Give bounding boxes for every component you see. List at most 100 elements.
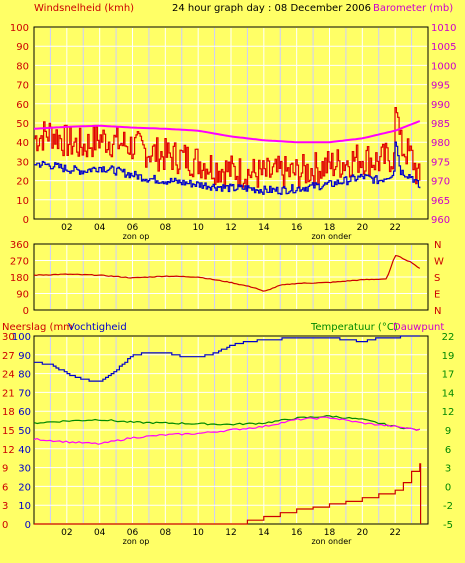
barometer-y-tick-label: 970	[431, 177, 450, 188]
x-tick-label: 16	[291, 223, 303, 233]
x-tick-label: 22	[389, 528, 400, 538]
chart-title: 24 hour graph day : 08 December 2006	[172, 3, 371, 14]
barometer-y-tick-label: 1000	[431, 61, 456, 72]
sunrise-label: zon op	[123, 232, 150, 241]
wind-axis-title: Windsnelheid (kmh)	[34, 3, 134, 14]
barometer-line	[33, 120, 421, 144]
humidity-y-tick-label: 70	[18, 388, 31, 399]
wind-y-tick-label: 10	[16, 196, 29, 207]
humidity-y-tick-label: 0	[25, 520, 31, 531]
rain-line	[34, 463, 422, 525]
x-tick-label: 06	[127, 528, 139, 538]
rain-y-tick-label: 15	[2, 426, 15, 437]
barometer-y-tick-label: 965	[431, 196, 450, 207]
barometer-y-tick-label: 980	[431, 138, 450, 149]
wind-y-tick-label: 70	[16, 81, 29, 92]
humidity-y-tick-label: 60	[18, 407, 31, 418]
x-tick-label: 14	[258, 223, 270, 233]
humidity-y-tick-label: 30	[18, 464, 31, 475]
rain-y-tick-label: 12	[2, 445, 15, 456]
direction-y-tick-label: 360	[10, 240, 29, 251]
x-tick-label: 08	[160, 223, 172, 233]
grid-layer	[35, 28, 427, 523]
wind-y-tick-label: 30	[16, 157, 29, 168]
wind-y-tick-label: 80	[16, 61, 29, 72]
temperature-y-tick-label: 9	[445, 426, 451, 437]
wind-y-tick-label: 20	[16, 177, 29, 188]
x-tick-label: 16	[291, 528, 303, 538]
humidity-y-tick-label: 90	[18, 351, 31, 362]
wind-y-tick-label: 60	[16, 100, 29, 111]
temperature-line	[33, 414, 420, 431]
temperature-y-tick-label: 19	[442, 351, 455, 362]
dewpoint-axis-title: Dauwpunt	[393, 322, 444, 333]
x-tick-label: 04	[94, 223, 106, 233]
wind-y-tick-label: 40	[16, 138, 29, 149]
x-tick-label: 10	[192, 223, 204, 233]
direction-y-tick-label: 0	[23, 306, 29, 317]
temperature-y-tick-label: 0	[445, 482, 451, 493]
temperature-y-tick-label: 3	[445, 464, 451, 475]
rain-y-tick-label: 21	[2, 388, 15, 399]
barometer-axis-title: Barometer (mb)	[373, 3, 453, 14]
compass-tick-label: N	[434, 240, 441, 251]
sunrise-label: zon op	[123, 537, 150, 546]
rain-y-tick-label: 18	[2, 407, 15, 418]
dewpoint-line	[33, 416, 420, 445]
sunset-label: zon onder	[311, 232, 352, 241]
wind-y-tick-label: 0	[23, 215, 29, 226]
x-tick-label: 20	[357, 528, 369, 538]
barometer-y-tick-label: 960	[431, 215, 450, 226]
x-tick-label: 10	[192, 528, 204, 538]
temperature-y-tick-label: 6	[445, 445, 451, 456]
x-tick-label: 18	[324, 528, 336, 538]
rain-y-tick-label: 6	[2, 482, 8, 493]
compass-tick-label: N	[434, 306, 441, 317]
wind-y-tick-label: 50	[16, 119, 29, 130]
humidity-axis-title: Vochtigheid	[68, 322, 127, 333]
x-tick-label: 12	[225, 223, 236, 233]
x-tick-label: 20	[357, 223, 369, 233]
rain-y-tick-label: 24	[2, 370, 15, 381]
humidity-y-tick-label: 100	[12, 332, 31, 343]
wind-direction-line	[33, 254, 421, 292]
temperature-y-tick-label: -2	[443, 501, 453, 512]
rain-y-tick-label: 27	[2, 351, 15, 362]
rain-y-tick-label: 30	[2, 332, 15, 343]
temperature-y-tick-label: 17	[442, 370, 455, 381]
temperature-axis-title: Temperatuur (°C)	[310, 322, 398, 333]
x-tick-label: 02	[61, 528, 72, 538]
humidity-y-tick-label: 50	[18, 426, 31, 437]
barometer-y-tick-label: 985	[431, 119, 450, 130]
barometer-y-tick-label: 990	[431, 100, 450, 111]
x-tick-label: 04	[94, 528, 106, 538]
wind-y-tick-label: 90	[16, 42, 29, 53]
barometer-y-tick-label: 975	[431, 157, 450, 168]
humidity-y-tick-label: 20	[18, 482, 31, 493]
x-tick-label: 18	[324, 223, 336, 233]
sunset-label: zon onder	[311, 537, 352, 546]
x-tick-label: 12	[225, 528, 236, 538]
wind-gust-line	[34, 107, 421, 190]
x-tick-label: 14	[258, 528, 270, 538]
rain-axis-title: Neerslag (mm	[2, 322, 73, 333]
humidity-line	[34, 335, 420, 382]
compass-tick-label: E	[434, 290, 440, 301]
temperature-y-tick-label: 22	[442, 332, 455, 343]
series-layer	[33, 107, 422, 525]
x-tick-label: 06	[127, 223, 139, 233]
direction-y-tick-label: 180	[10, 273, 29, 284]
barometer-y-tick-label: 1010	[431, 23, 456, 34]
rain-y-tick-label: 0	[2, 520, 8, 531]
rain-y-tick-label: 9	[2, 464, 8, 475]
humidity-y-tick-label: 10	[18, 501, 31, 512]
x-tick-label: 02	[61, 223, 72, 233]
barometer-y-tick-label: 1005	[431, 42, 456, 53]
barometer-y-tick-label: 995	[431, 81, 450, 92]
humidity-y-tick-label: 80	[18, 370, 31, 381]
wind-average-line	[34, 141, 421, 195]
direction-y-tick-label: 90	[16, 290, 29, 301]
temperature-y-tick-label: 12	[442, 407, 455, 418]
